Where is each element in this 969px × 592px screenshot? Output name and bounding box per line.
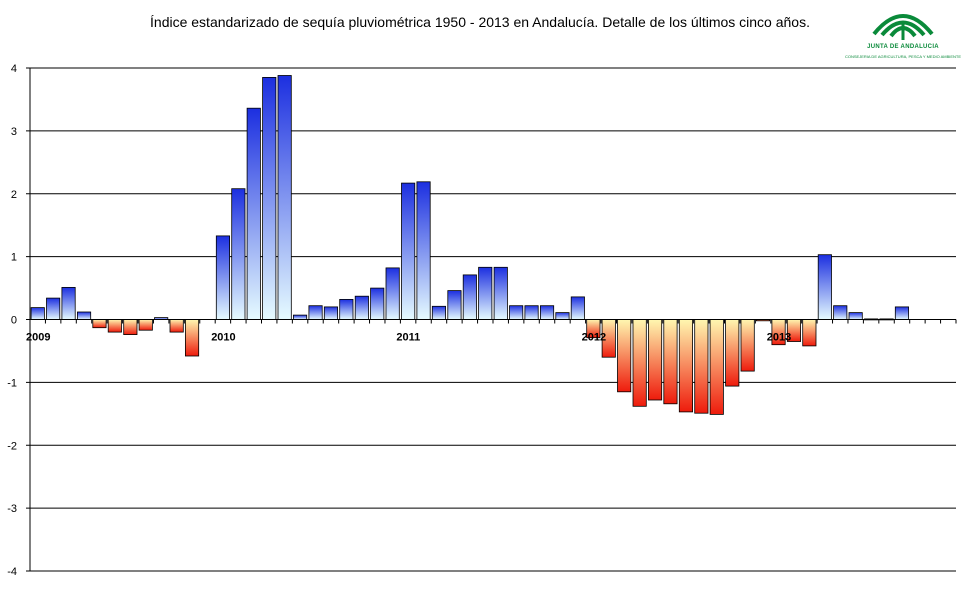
y-tick-label: 0 [11, 315, 17, 327]
bar-2009-04 [77, 311, 92, 320]
bar-2012-07 [678, 319, 693, 413]
x-year-label: 2013 [767, 332, 791, 344]
bar-2010-08 [323, 306, 338, 320]
bar-2011-06 [478, 266, 493, 320]
bar-2012-09 [709, 319, 724, 415]
bar-2010-07 [308, 305, 323, 320]
y-tick-label: -4 [7, 566, 17, 578]
bar-2011-08 [509, 305, 524, 320]
bar-2011-05 [462, 274, 477, 320]
bar-2009-07 [123, 319, 138, 336]
chart-title: Índice estandarizado de sequía pluviomét… [150, 14, 810, 30]
y-tick-label: -3 [7, 503, 17, 515]
bar-2012-03 [617, 319, 632, 393]
bar-2010-12 [385, 267, 400, 320]
bar-2012-05 [648, 319, 663, 401]
bar-2013-06 [848, 312, 863, 320]
x-year-label: 2011 [396, 332, 420, 344]
bar-2010-03 [246, 107, 261, 320]
bar-2010-06 [292, 314, 308, 320]
bar-2009-03 [61, 286, 76, 320]
logo-emblem-icon [872, 14, 934, 40]
bar-2010-05 [277, 75, 292, 320]
bar-2012-11 [740, 319, 755, 372]
y-tick-label: 3 [11, 126, 17, 138]
bar-2012-08 [694, 319, 709, 414]
bar-2013-04 [817, 254, 832, 320]
y-tick-label: 1 [11, 252, 17, 264]
bar-2011-10 [540, 305, 555, 320]
bar-2010-09 [339, 298, 354, 320]
bar-2011-03 [431, 305, 446, 320]
junta-andalucia-logo: JUNTA DE ANDALUCIA CONSEJERIA DE AGRICUL… [838, 4, 968, 62]
bar-2011-01 [401, 182, 416, 320]
x-year-label: 2012 [582, 332, 606, 344]
bar-2009-01 [30, 307, 45, 320]
bar-2013-05 [833, 305, 848, 320]
logo-title: JUNTA DE ANDALUCIA [867, 44, 939, 50]
bar-2012-04 [632, 319, 647, 407]
y-tick-label: -2 [7, 440, 17, 452]
y-tick-label: -1 [7, 377, 17, 389]
labels: 4 3 2 1 0 -1 -2 -3 -4 2009 2010 2011 2012 2013 [7, 63, 791, 578]
y-tick-label: 2 [11, 189, 17, 201]
y-tick-label: 4 [11, 63, 17, 75]
bar-2013-09 [894, 306, 909, 320]
logo-subtitle: CONSEJERIA DE AGRICULTURA, PESCA Y MEDIO… [844, 54, 962, 59]
bar-2011-12 [570, 296, 585, 320]
bar-2009-05 [92, 319, 107, 329]
bar-2011-07 [493, 266, 508, 320]
bar-2010-10 [354, 295, 369, 320]
bar-2010-11 [370, 287, 385, 320]
bar-2009-08 [138, 319, 153, 331]
x-year-label: 2010 [211, 332, 235, 344]
axes [26, 67, 957, 572]
bar-2010-04 [262, 77, 277, 320]
bar-2009-02 [46, 297, 61, 320]
bar-2011-11 [555, 312, 570, 320]
bar-2009-10 [169, 319, 184, 333]
bar-2011-02 [416, 181, 431, 320]
bar-2010-02 [231, 188, 246, 320]
bar-2011-04 [447, 290, 462, 320]
bar-2012-06 [663, 319, 678, 405]
bars [30, 75, 909, 415]
bar-2011-09 [524, 305, 539, 320]
x-year-label: 2009 [26, 332, 50, 344]
bar-2009-06 [107, 319, 122, 333]
bar-2010-01 [215, 235, 231, 320]
bar-2012-10 [725, 319, 740, 387]
bar-2013-03 [802, 319, 817, 347]
bar-2009-11 [184, 319, 200, 357]
